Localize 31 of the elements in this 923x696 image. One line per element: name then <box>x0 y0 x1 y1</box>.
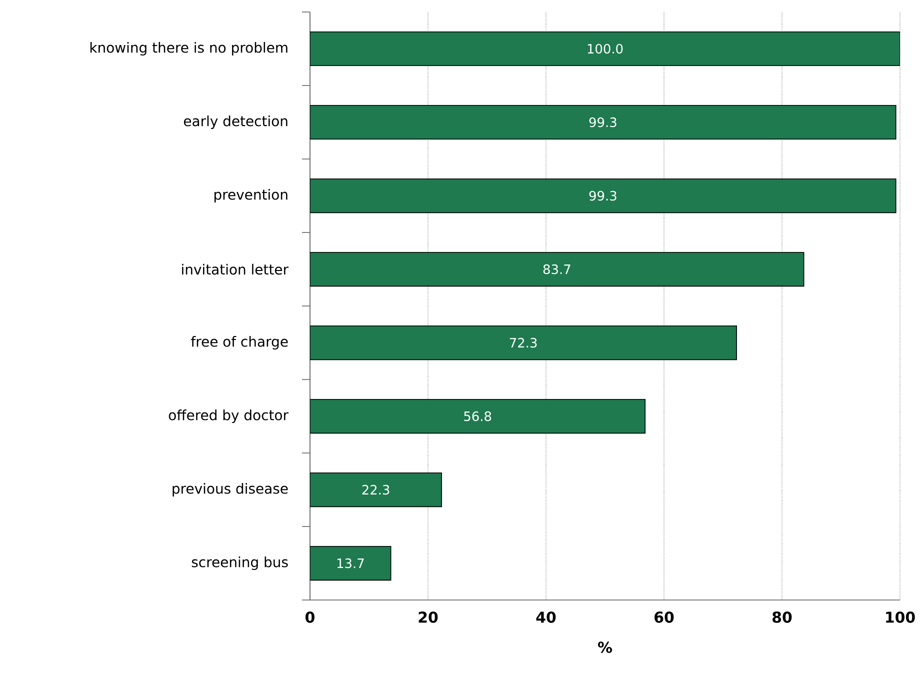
bar <box>310 178 896 214</box>
y-tick-label: screening bus <box>192 556 288 570</box>
x-tick-label: 80 <box>772 612 792 623</box>
x-tick-label: 40 <box>536 612 556 623</box>
x-tick-label: 60 <box>654 612 674 623</box>
y-tick-label: offered by doctor <box>168 410 288 424</box>
data-label: 100.0 <box>588 44 623 54</box>
data-label: 99.3 <box>589 190 616 201</box>
y-tick-label: previous disease <box>172 483 288 497</box>
bar <box>310 31 900 66</box>
bar <box>310 104 896 140</box>
data-label: 83.7 <box>543 264 570 274</box>
y-tick-label: invitation letter <box>182 264 288 275</box>
y-tick-label: knowing there is no problem <box>90 42 288 56</box>
data-label: 13.7 <box>337 558 364 568</box>
data-label: 72.3 <box>510 338 537 348</box>
y-tick-label: prevention <box>214 189 288 203</box>
bar <box>310 546 392 581</box>
x-axis-title: % <box>598 642 612 653</box>
bar <box>310 325 737 360</box>
x-tick-label: 20 <box>418 612 438 623</box>
x-tick-label: 100 <box>886 612 915 623</box>
x-tick-label: 0 <box>306 612 314 623</box>
data-label: 99.3 <box>589 117 616 128</box>
data-label: 56.8 <box>464 411 492 422</box>
y-tick-label: free of charge <box>191 336 288 350</box>
bar <box>310 472 442 508</box>
bar <box>310 398 646 434</box>
bar <box>310 252 804 287</box>
data-label: 22.3 <box>362 484 390 495</box>
y-tick-label: early detection <box>184 116 288 130</box>
